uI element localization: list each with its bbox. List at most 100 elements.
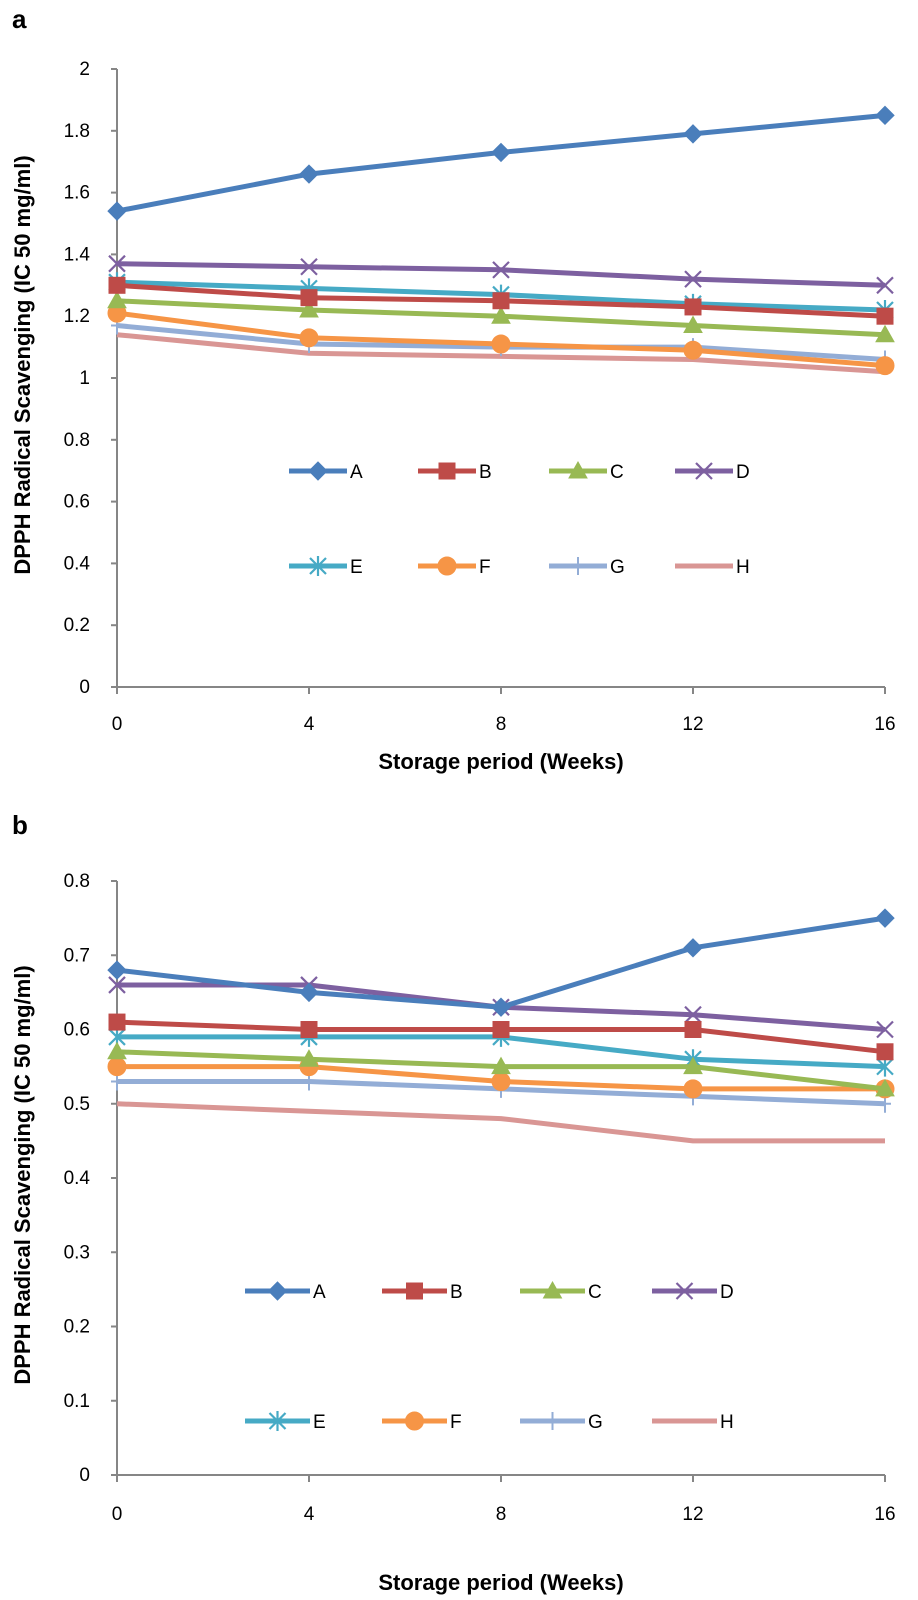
circle-icon xyxy=(405,1411,424,1431)
triangle-icon xyxy=(299,300,319,318)
y-axis-title: DPPH Radical Scavenging (IC 50 mg/ml) xyxy=(10,965,35,1384)
x-tick-label: 0 xyxy=(112,1504,123,1525)
circle-icon xyxy=(437,556,457,576)
series-A xyxy=(107,105,895,221)
triangle-icon xyxy=(107,1041,127,1060)
square-icon xyxy=(684,298,702,316)
triangle-icon xyxy=(683,1056,703,1075)
series-C xyxy=(107,290,895,343)
y-tick-label: 0.6 xyxy=(64,1020,90,1041)
series-C xyxy=(107,1041,895,1097)
diamond-icon xyxy=(875,105,895,126)
plus-icon xyxy=(572,557,584,575)
legend-item-C: C xyxy=(520,1280,602,1303)
asterisk-icon xyxy=(268,1411,287,1431)
axes: 0 0.2 0.4 0.6 0.8 1 1.2 1.4 1.6 1.8 2 0 4 8 12 16 xyxy=(64,59,896,735)
triangle-icon xyxy=(107,290,127,309)
data-point-B xyxy=(108,276,126,294)
diamond-icon xyxy=(683,124,703,144)
chart-panel-a: a DPPH Radical Scavenging (IC 50 mg/ml) … xyxy=(10,4,896,774)
legend-label: F xyxy=(450,1412,462,1433)
y-tick-label: 0.8 xyxy=(64,871,90,892)
asterisk-icon xyxy=(309,556,327,576)
y-axis-title: DPPH Radical Scavenging (IC 50 mg/ml) xyxy=(10,155,35,574)
y-tick-label: 0.7 xyxy=(64,945,90,966)
legend-label: H xyxy=(736,557,750,578)
data-point-A xyxy=(299,164,319,184)
legend-item-D: D xyxy=(675,462,750,483)
legend-item-G: G xyxy=(520,1412,603,1433)
y-tick-label: 2 xyxy=(79,59,90,80)
legend-label: B xyxy=(479,462,492,483)
data-point-B xyxy=(684,1021,702,1038)
diamond-icon xyxy=(107,201,127,221)
x-icon xyxy=(876,276,894,295)
data-point-C xyxy=(683,315,703,333)
diamond-icon xyxy=(308,461,328,481)
x-tick-label: 8 xyxy=(496,714,507,735)
y-tick-label: 0.2 xyxy=(64,615,90,636)
diamond-icon xyxy=(299,982,319,1003)
plus-icon xyxy=(546,1412,559,1430)
legend-label: C xyxy=(610,462,624,483)
series-B xyxy=(108,1013,894,1061)
square-icon xyxy=(684,1021,702,1038)
y-tick-label: 0 xyxy=(79,677,90,698)
axes: 0 0.1 0.2 0.3 0.4 0.5 0.6 0.7 0.8 0 4 8 12 16 xyxy=(64,871,896,1525)
diamond-icon xyxy=(107,960,127,980)
y-tick-label: 0.4 xyxy=(64,1168,91,1189)
legend-item-B: B xyxy=(382,1282,463,1303)
x-icon xyxy=(684,1005,702,1024)
square-icon xyxy=(492,292,510,310)
data-point-B xyxy=(300,1021,318,1038)
legend-label: C xyxy=(588,1282,602,1303)
series-line-A xyxy=(116,915,886,1010)
y-tick-label: 0 xyxy=(79,1465,90,1486)
diamond-icon xyxy=(299,164,319,184)
x-icon xyxy=(108,976,126,994)
data-point-D xyxy=(684,270,702,288)
circle-icon xyxy=(491,1071,511,1091)
x-tick-label: 16 xyxy=(874,1504,895,1525)
triangle-icon xyxy=(491,1056,511,1075)
triangle-icon xyxy=(875,324,895,343)
circle-icon xyxy=(683,1079,703,1099)
legend-item-H: H xyxy=(652,1412,734,1433)
x-icon xyxy=(876,1020,894,1039)
triangle-icon xyxy=(875,1078,895,1097)
data-point-F xyxy=(683,340,703,360)
data-point-F xyxy=(683,1079,703,1099)
data-point-A xyxy=(491,142,511,163)
diamond-icon xyxy=(491,997,511,1017)
x-icon xyxy=(108,254,126,273)
series-line-H xyxy=(116,332,886,375)
data-point-B xyxy=(876,307,894,325)
legend-label: H xyxy=(720,1412,734,1433)
data-point-D xyxy=(108,976,126,994)
triangle-icon xyxy=(683,315,703,333)
x-icon xyxy=(300,257,318,276)
data-point-F xyxy=(875,356,895,376)
x-tick-label: 12 xyxy=(682,1504,703,1525)
y-tick-label: 0.4 xyxy=(64,553,91,574)
legend-label: E xyxy=(350,557,363,578)
triangle-icon xyxy=(491,306,511,324)
y-tick-label: 0.2 xyxy=(64,1317,90,1338)
legend: A B C D E F G H xyxy=(289,460,750,578)
data-point-A xyxy=(875,908,895,928)
x-tick-label: 16 xyxy=(874,714,895,735)
panel-label-b: b xyxy=(12,810,28,840)
data-point-D xyxy=(684,1005,702,1024)
triangle-icon xyxy=(568,460,588,479)
triangle-icon xyxy=(542,1280,563,1299)
legend-item-G: G xyxy=(549,557,625,578)
data-point-B xyxy=(684,298,702,316)
series-B xyxy=(108,276,894,325)
data-point-B xyxy=(492,292,510,310)
x-tick-label: 4 xyxy=(304,1504,315,1525)
data-point-C xyxy=(683,1056,703,1075)
square-icon xyxy=(300,289,318,307)
legend-item-H: H xyxy=(675,557,750,578)
data-point-C xyxy=(491,1056,511,1075)
